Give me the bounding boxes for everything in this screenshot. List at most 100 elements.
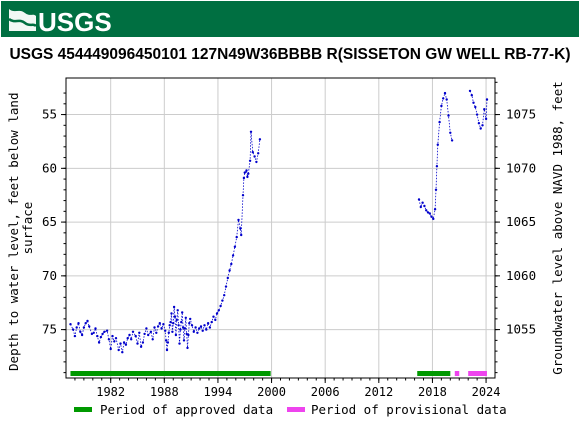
data-point (442, 97, 445, 100)
data-point (217, 309, 220, 312)
data-point (151, 338, 154, 341)
data-point (107, 338, 111, 341)
data-point (138, 331, 141, 334)
data-point (175, 318, 178, 322)
data-point (231, 254, 235, 257)
data-point (226, 276, 229, 280)
data-point (124, 343, 128, 346)
data-point (174, 333, 178, 337)
series-line (70, 131, 261, 353)
approval-bars (70, 371, 487, 376)
data-point (165, 348, 169, 352)
data-point (103, 330, 106, 333)
data-point (111, 334, 114, 338)
data-point (177, 324, 180, 327)
plot-frame (65, 77, 496, 379)
data-point (199, 325, 203, 328)
x-tick-label: 2012 (364, 385, 393, 399)
data-point (136, 342, 139, 345)
x-tick-label: 1994 (203, 385, 232, 399)
data-point (228, 269, 231, 272)
data-point (435, 165, 439, 168)
data-point (181, 326, 185, 329)
data-point (257, 152, 260, 155)
data-point (215, 312, 219, 315)
data-point (203, 324, 206, 327)
data-point (483, 108, 486, 111)
data-point (485, 98, 489, 101)
legend-approved-swatch (74, 407, 92, 412)
legend-provisional-label: Period of provisional data (311, 402, 507, 417)
data-point (167, 331, 170, 334)
data-point (434, 188, 438, 191)
data-point (436, 143, 439, 146)
data-point (168, 324, 171, 327)
data-point (219, 304, 222, 308)
y2-tick-label: 1075 (506, 107, 536, 122)
data-point (79, 330, 82, 333)
data-point (86, 319, 89, 323)
data-point (247, 172, 250, 175)
data-point (481, 124, 484, 127)
data-point (419, 205, 422, 209)
data-point (224, 285, 228, 288)
data-point (472, 101, 475, 104)
data-point (122, 341, 126, 344)
data-point (158, 322, 161, 325)
data-point (237, 218, 240, 222)
data-point (80, 333, 84, 337)
data-point (84, 322, 87, 325)
data-point (156, 325, 160, 328)
approved-period-bar (417, 371, 451, 376)
data-point (114, 337, 118, 340)
data-point (475, 113, 479, 116)
data-point (239, 227, 242, 230)
approved-period-bar (70, 371, 271, 376)
data-point (188, 322, 191, 325)
data-point (258, 138, 262, 141)
data-point (184, 316, 187, 319)
data-point (245, 169, 248, 172)
data-point (73, 334, 77, 338)
y2-tick-label: 1060 (506, 268, 536, 283)
data-point (155, 331, 158, 334)
data-point (426, 211, 430, 214)
data-point (196, 331, 199, 334)
data-point (206, 322, 210, 325)
data-point (164, 339, 168, 342)
data-point (235, 235, 238, 239)
y2-axis-label: Groundwater level above NAVD 1988, feet (550, 81, 565, 375)
data-point (255, 160, 258, 164)
x-tick-label: 1988 (150, 385, 179, 399)
y-tick-label: 65 (42, 214, 57, 229)
data-point (447, 114, 450, 117)
data-point (214, 318, 217, 322)
data-point (242, 176, 246, 180)
data-point (440, 104, 443, 108)
data-point (192, 330, 195, 333)
legend-approved-label: Period of approved data (100, 402, 273, 417)
data-point (105, 329, 109, 332)
data-point (141, 341, 145, 344)
data-point (134, 334, 137, 338)
data-point (186, 346, 189, 350)
data-point (443, 91, 447, 95)
data-point (181, 311, 184, 314)
chart-title: USGS 454449096450101 127N49W36BBBB R(SIS… (9, 46, 570, 63)
y-axis-ticks: 55 60 65 70 75 (42, 92, 66, 374)
data-point (438, 120, 441, 124)
data-point (212, 315, 215, 318)
data-point (169, 320, 172, 324)
legend: Period of approved data Period of provis… (74, 402, 507, 417)
data-point (149, 330, 153, 333)
y-tick-label: 60 (42, 160, 57, 175)
x-tick-label: 2024 (472, 385, 501, 399)
x-tick-label: 2018 (418, 385, 447, 399)
provisional-period-bar (468, 371, 487, 376)
data-point (176, 309, 179, 312)
data-point (97, 341, 101, 344)
data-point (425, 209, 428, 212)
data-point (221, 299, 224, 302)
data-point (69, 323, 72, 326)
